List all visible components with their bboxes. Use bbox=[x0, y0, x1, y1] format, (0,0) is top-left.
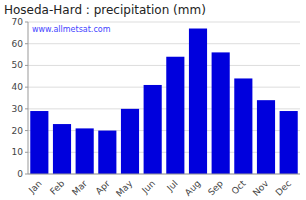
y-tick-label: 50 bbox=[12, 60, 24, 70]
bar bbox=[76, 128, 94, 174]
x-axis-line bbox=[28, 174, 300, 175]
bar bbox=[30, 111, 48, 174]
y-tick-label: 20 bbox=[12, 126, 24, 136]
x-tick-label: Mar bbox=[70, 178, 89, 197]
bar bbox=[166, 57, 184, 174]
x-tick-label: May bbox=[114, 178, 135, 199]
bar bbox=[234, 78, 252, 174]
x-tick-label: Aug bbox=[183, 178, 203, 198]
grid-line bbox=[28, 87, 300, 88]
bar bbox=[98, 131, 116, 174]
x-tick-label: Oct bbox=[230, 178, 248, 196]
x-tick-label: Sep bbox=[206, 178, 225, 197]
y-tick-label: 0 bbox=[17, 169, 23, 179]
y-tick-label: 10 bbox=[12, 147, 24, 157]
x-tick-label: Apr bbox=[94, 178, 112, 196]
x-tick-label: Jan bbox=[26, 178, 44, 196]
x-tick-label: Jul bbox=[164, 178, 179, 193]
bar bbox=[257, 100, 275, 174]
watermark: www.allmetsat.com bbox=[32, 25, 111, 34]
bar bbox=[121, 109, 139, 174]
bar bbox=[189, 29, 207, 174]
chart: Hoseda-Hard : precipitation (mm) 0 10 20 30 4… bbox=[0, 0, 306, 200]
bar bbox=[53, 124, 71, 174]
y-axis-line bbox=[28, 22, 29, 174]
x-tick-label: Feb bbox=[48, 178, 67, 197]
title: Hoseda-Hard : precipitation (mm) bbox=[4, 3, 206, 17]
bar bbox=[144, 85, 162, 174]
y-tick-label: 60 bbox=[12, 39, 24, 49]
y-tick-label: 70 bbox=[12, 17, 24, 27]
chart-container: Hoseda-Hard : precipitation (mm) 0 10 20 30 4… bbox=[0, 0, 306, 200]
grid-line bbox=[28, 43, 300, 44]
bar bbox=[280, 111, 298, 174]
grid-line bbox=[28, 65, 300, 66]
grid bbox=[28, 22, 300, 174]
x-axis: JanFebMar AprMayJun Jul AugSep OctNovDec bbox=[26, 178, 293, 199]
bars bbox=[30, 29, 297, 174]
y-tick-label: 40 bbox=[12, 82, 24, 92]
grid-line bbox=[28, 174, 300, 175]
x-tick-label: Dec bbox=[274, 178, 293, 197]
y-axis: 0 10 20 30 40 50 60 70 bbox=[12, 17, 28, 179]
bar bbox=[212, 52, 230, 174]
y-tick-label: 30 bbox=[12, 104, 24, 114]
grid-line bbox=[28, 22, 300, 23]
x-tick-label: Jun bbox=[139, 178, 157, 196]
x-tick-label: Nov bbox=[251, 178, 271, 198]
